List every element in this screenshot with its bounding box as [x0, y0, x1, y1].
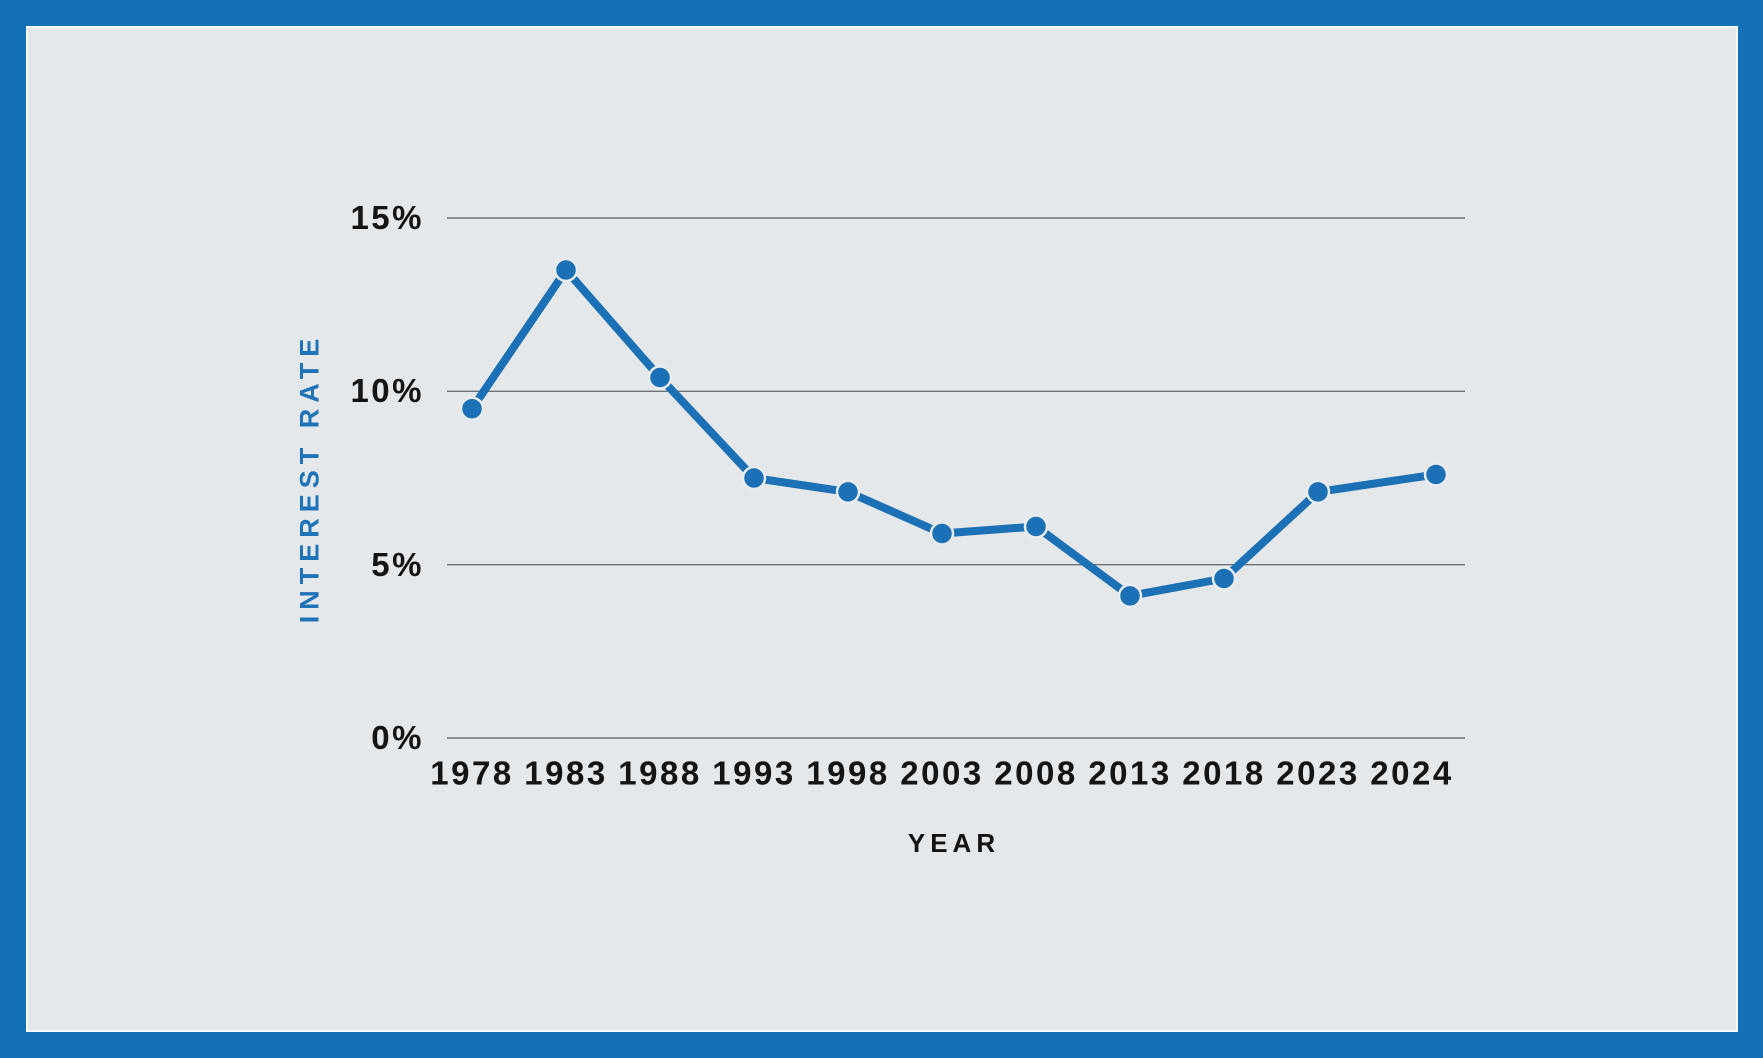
data-point-1988	[647, 365, 673, 390]
data-point-1983	[553, 257, 579, 283]
data-point-2008	[1023, 514, 1049, 539]
data-point-2018	[1211, 566, 1237, 591]
x-tick-label-1993: 1993	[712, 754, 796, 792]
y-tick-label-15: 15%	[350, 198, 424, 236]
x-tick-label-1988: 1988	[618, 754, 702, 792]
x-axis-title: YEAR	[907, 828, 1001, 858]
x-tick-label-1978: 1978	[430, 754, 514, 792]
data-point-2003	[929, 521, 955, 546]
x-tick-label-2018: 2018	[1182, 754, 1266, 792]
data-point-2013	[1117, 583, 1143, 609]
data-point-2023	[1305, 479, 1331, 505]
x-tick-label-2008: 2008	[994, 754, 1078, 792]
data-point-2024	[1423, 462, 1449, 487]
x-tick-label-2023: 2023	[1276, 754, 1360, 792]
y-tick-label-0: 0%	[371, 718, 424, 756]
x-tick-label-1998: 1998	[806, 754, 890, 792]
x-tick-label-2003: 2003	[900, 754, 984, 792]
y-tick-label-10: 10%	[350, 372, 424, 410]
series-line	[468, 266, 1440, 600]
data-point-1978	[459, 396, 485, 421]
x-tick-label-2024: 2024	[1370, 754, 1454, 792]
data-point-1998	[835, 479, 861, 505]
y-tick-label-5: 5%	[371, 545, 424, 583]
data-point-1993	[741, 465, 767, 491]
x-tick-label-1983: 1983	[524, 754, 608, 792]
chart-panel	[26, 26, 1738, 1032]
x-tick-label-2013: 2013	[1088, 754, 1172, 792]
y-axis-title: INTEREST RATE	[294, 332, 325, 624]
